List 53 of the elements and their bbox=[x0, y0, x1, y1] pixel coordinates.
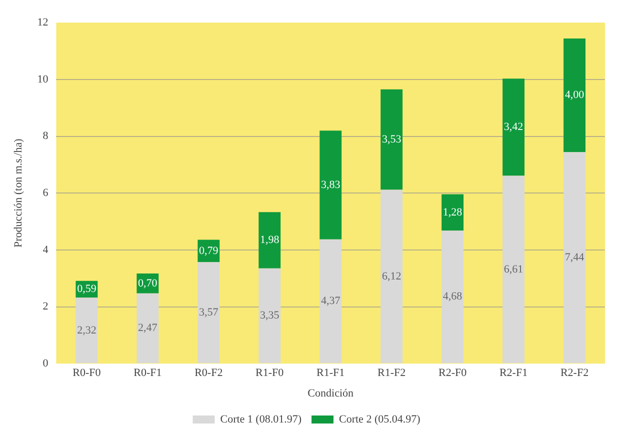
legend-label: Corte 2 (05.04.97) bbox=[339, 413, 421, 426]
bar bbox=[502, 176, 525, 364]
bar bbox=[320, 239, 342, 364]
bar bbox=[442, 230, 464, 364]
x-tick-label: R0-F2 bbox=[194, 367, 223, 380]
data-label: 6,61 bbox=[504, 263, 524, 276]
data-label: 1,98 bbox=[260, 234, 280, 246]
x-axis-title: Condición bbox=[308, 387, 354, 400]
x-tick-label: R1-F0 bbox=[256, 367, 284, 380]
y-tick-label: 10 bbox=[37, 73, 49, 86]
x-tick-label: R1-F2 bbox=[378, 367, 406, 380]
bar bbox=[502, 78, 525, 176]
legend-label: Corte 1 (08.01.97) bbox=[220, 413, 302, 426]
x-tick-label: R2-F1 bbox=[499, 367, 528, 380]
bar bbox=[258, 268, 281, 364]
y-tick-label: 6 bbox=[42, 186, 49, 199]
data-label: 3,57 bbox=[199, 306, 219, 319]
x-tick-label: R2-F2 bbox=[560, 367, 589, 380]
data-label: 0,79 bbox=[199, 244, 219, 257]
x-tick-label: R1-F1 bbox=[316, 367, 345, 380]
data-label: 4,37 bbox=[320, 295, 341, 308]
data-label: 3,42 bbox=[504, 121, 524, 134]
y-tick-label: 2 bbox=[42, 300, 48, 313]
y-tick-label: 12 bbox=[37, 16, 48, 28]
data-label: 0,59 bbox=[77, 283, 97, 296]
data-label: 4,68 bbox=[442, 290, 463, 303]
bar bbox=[380, 89, 403, 190]
bar bbox=[136, 293, 159, 364]
data-label: 7,44 bbox=[564, 252, 585, 264]
x-tick-label: R0-F0 bbox=[72, 367, 102, 380]
y-tick-label: 4 bbox=[42, 244, 49, 256]
bar bbox=[564, 38, 586, 152]
bar bbox=[258, 212, 281, 268]
bar bbox=[442, 194, 464, 231]
y-tick-label: 0 bbox=[42, 357, 49, 370]
bar bbox=[320, 130, 342, 240]
y-tick-label: 8 bbox=[42, 130, 49, 142]
bar bbox=[564, 152, 586, 364]
data-label: 0,70 bbox=[138, 277, 158, 290]
x-tick-label: R2-F0 bbox=[438, 367, 468, 380]
bar bbox=[76, 298, 98, 364]
data-label: 4,00 bbox=[564, 89, 585, 102]
x-tick-label: R0-F1 bbox=[134, 367, 162, 380]
y-axis-title: Producción (ton m.s./ha) bbox=[12, 138, 24, 248]
data-label: 3,53 bbox=[382, 133, 402, 146]
data-label: 3,35 bbox=[260, 310, 280, 322]
bar bbox=[198, 262, 220, 364]
data-label: 2,47 bbox=[138, 322, 158, 334]
data-label: 2,32 bbox=[77, 324, 96, 336]
data-label: 6,12 bbox=[382, 270, 402, 282]
bar bbox=[380, 190, 403, 364]
data-label: 3,83 bbox=[320, 178, 341, 191]
data-label: 1,28 bbox=[442, 206, 463, 218]
